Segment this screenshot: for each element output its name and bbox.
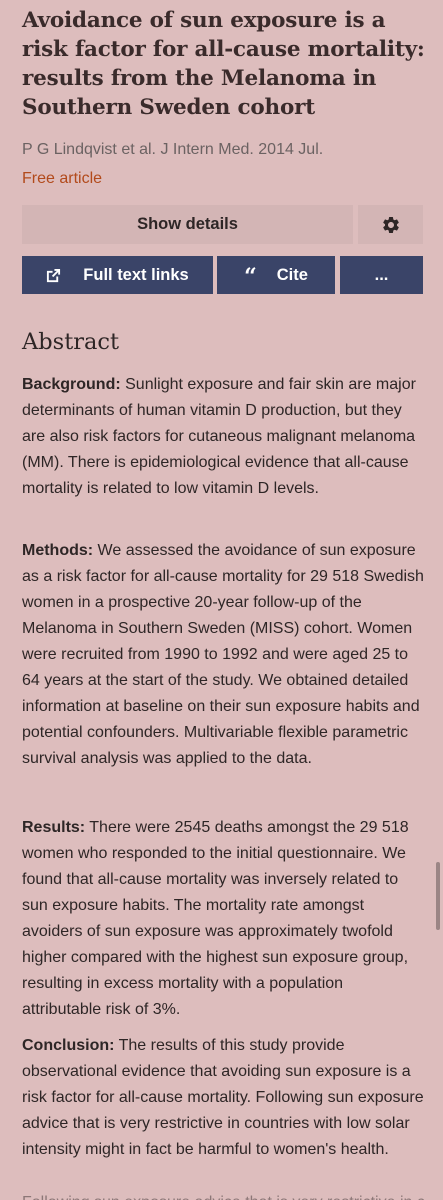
authors-citation[interactable]: P G Lindqvist et al. J Intern Med. 2014 … [22,141,324,158]
show-details-label: Show details [137,215,238,233]
cite-button[interactable]: “ Cite [217,256,335,294]
abstract-heading: Abstract [22,329,120,355]
more-actions-label: ... [374,265,389,284]
full-text-links-label: Full text links [83,265,189,284]
abstract-background: Background: Sunlight exposure and fair s… [22,372,426,502]
section-text: We assessed the avoidance of sun exposur… [22,542,424,767]
section-label: Methods: [22,542,94,559]
more-actions-button[interactable]: ... [340,256,423,294]
article-title: Avoidance of sun exposure is a risk fact… [22,8,425,120]
cite-label: Cite [276,265,308,284]
scrollbar-thumb[interactable] [436,862,440,930]
abstract-results: Results: There were 2545 deaths amongst … [22,815,426,1023]
display-settings-button[interactable] [358,205,423,244]
cut-off-text-line: Following sun exposure advice that is ve… [22,1190,426,1200]
quote-icon: “ [244,264,257,290]
free-article-label: Free article [22,170,103,187]
section-text: The results of this study provide observ… [22,1037,424,1158]
show-details-button[interactable]: Show details [22,205,353,244]
external-link-icon [46,268,61,283]
abstract-methods: Methods: We assessed the avoidance of su… [22,538,426,772]
section-label: Conclusion: [22,1037,115,1054]
full-text-links-button[interactable]: Full text links [22,256,213,294]
abstract-conclusion: Conclusion: The results of this study pr… [22,1033,426,1163]
section-text: Sunlight exposure and fair skin are majo… [22,376,416,497]
gear-icon [381,215,401,235]
section-text: There were 2545 deaths amongst the 29 51… [22,819,409,1018]
section-label: Results: [22,819,86,836]
section-label: Background: [22,376,121,393]
